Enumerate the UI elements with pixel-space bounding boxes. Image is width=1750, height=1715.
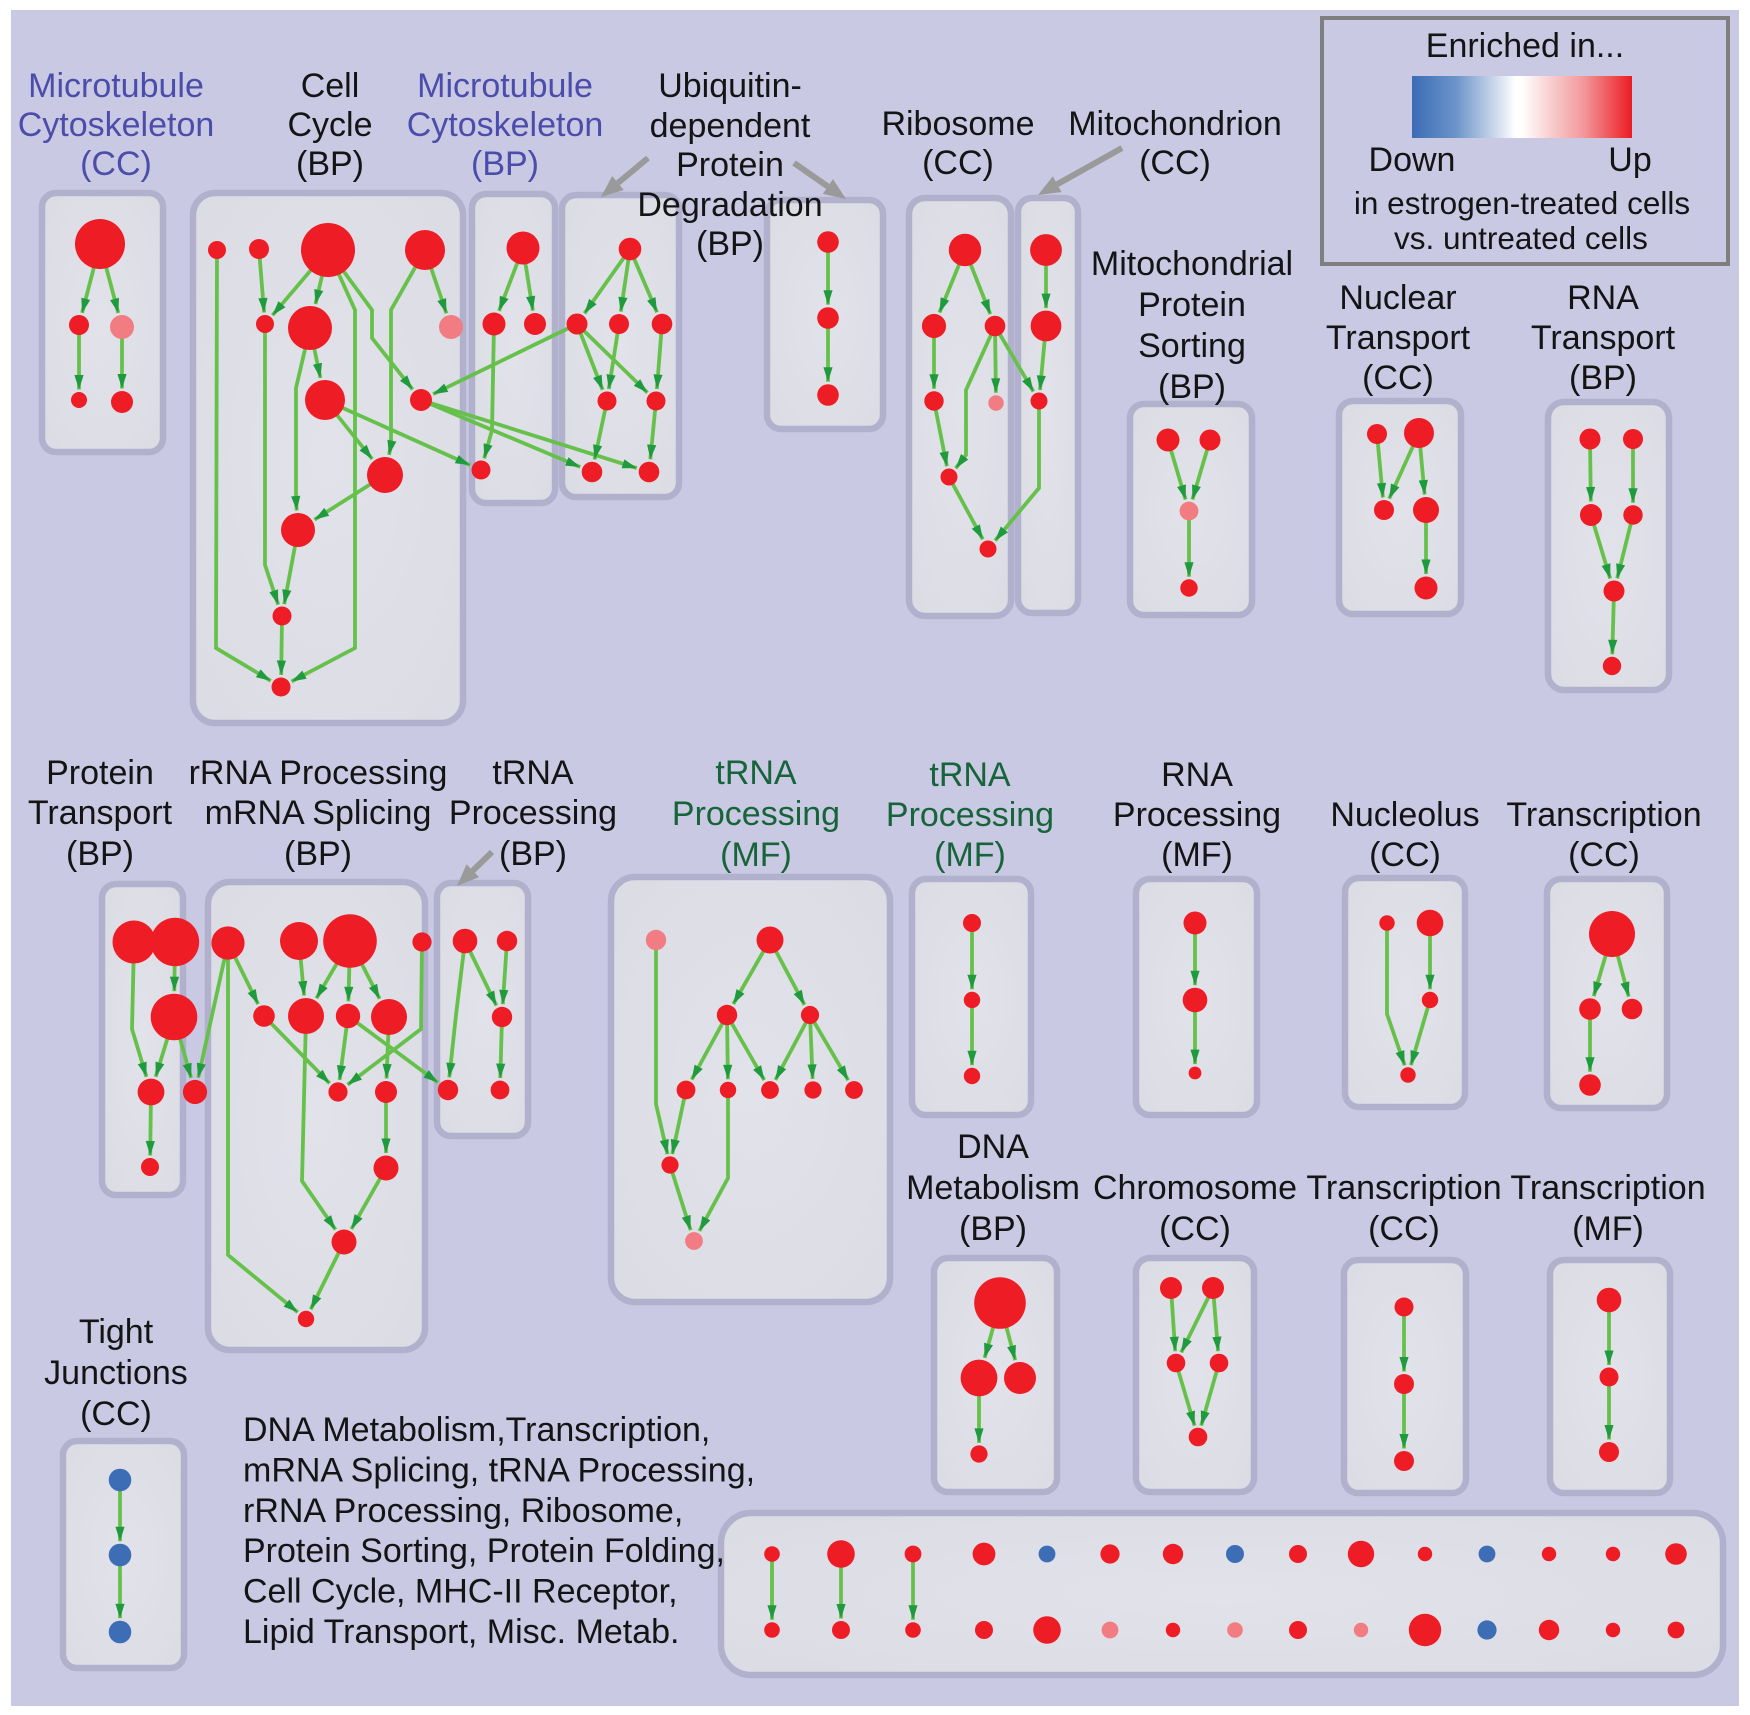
svg-text:Mitochondrial: Mitochondrial [1091,245,1293,283]
svg-text:Cell: Cell [301,67,360,105]
svg-text:DNA: DNA [957,1128,1029,1166]
svg-text:Enriched in...: Enriched in... [1426,27,1624,65]
svg-text:Processing: Processing [672,795,840,833]
svg-text:(BP): (BP) [284,835,352,873]
svg-text:Transcription: Transcription [1306,1169,1501,1207]
svg-text:(BP): (BP) [1158,368,1226,406]
svg-text:Transport: Transport [28,794,173,832]
svg-text:Protein: Protein [46,754,154,792]
svg-text:(MF): (MF) [1572,1210,1644,1248]
svg-text:(CC): (CC) [1369,836,1441,874]
svg-text:(CC): (CC) [80,145,152,183]
svg-text:tRNA: tRNA [715,754,797,792]
svg-text:(CC): (CC) [1362,359,1434,397]
svg-text:Sorting: Sorting [1138,327,1246,365]
svg-text:in estrogen-treated cells: in estrogen-treated cells [1354,185,1690,221]
svg-text:Transcription: Transcription [1510,1169,1705,1207]
svg-text:(BP): (BP) [499,835,567,873]
svg-text:(BP): (BP) [959,1210,1027,1248]
svg-text:(MF): (MF) [1161,836,1233,874]
svg-text:(CC): (CC) [1139,144,1211,182]
svg-text:Chromosome: Chromosome [1093,1169,1297,1207]
svg-text:Transport: Transport [1531,319,1676,357]
svg-text:Tight: Tight [79,1313,154,1351]
svg-text:rRNA Processing: rRNA Processing [189,754,448,792]
svg-text:Processing: Processing [886,796,1054,834]
svg-text:vs. untreated cells: vs. untreated cells [1394,220,1648,256]
svg-text:rRNA Processing, Ribosome,: rRNA Processing, Ribosome, [243,1492,683,1530]
svg-text:Ribosome: Ribosome [881,105,1034,143]
svg-text:RNA: RNA [1161,756,1233,794]
svg-text:(CC): (CC) [1568,836,1640,874]
svg-text:Processing: Processing [1113,796,1281,834]
svg-text:Cell Cycle, MHC-II Receptor,: Cell Cycle, MHC-II Receptor, [243,1573,678,1611]
svg-text:(CC): (CC) [1159,1210,1231,1248]
svg-text:(BP): (BP) [471,145,539,183]
svg-text:Cycle: Cycle [287,106,372,144]
svg-text:Cytoskeleton: Cytoskeleton [407,106,604,144]
svg-text:Transcription: Transcription [1506,796,1701,834]
svg-text:mRNA Splicing: mRNA Splicing [205,794,432,832]
svg-text:Ubiquitin-: Ubiquitin- [658,67,802,105]
svg-text:(BP): (BP) [296,145,364,183]
svg-text:mRNA Splicing, tRNA Processing: mRNA Splicing, tRNA Processing, [243,1451,755,1489]
svg-text:tRNA: tRNA [492,754,574,792]
svg-text:(CC): (CC) [1368,1210,1440,1248]
svg-text:Junctions: Junctions [44,1354,188,1392]
svg-text:Transport: Transport [1326,319,1471,357]
svg-text:Nuclear: Nuclear [1339,279,1456,317]
svg-text:DNA Metabolism,Transcription,: DNA Metabolism,Transcription, [243,1411,710,1449]
svg-text:RNA: RNA [1567,279,1639,317]
svg-text:Degradation: Degradation [637,186,822,224]
svg-text:Nucleolus: Nucleolus [1330,796,1479,834]
svg-text:(CC): (CC) [922,144,994,182]
svg-text:Microtubule: Microtubule [28,67,204,105]
svg-text:Protein: Protein [676,146,784,184]
svg-text:Down: Down [1369,141,1456,179]
svg-text:(BP): (BP) [1569,359,1637,397]
svg-text:Processing: Processing [449,794,617,832]
svg-text:(BP): (BP) [696,225,764,263]
svg-text:(BP): (BP) [66,835,134,873]
svg-text:Lipid Transport, Misc. Metab.: Lipid Transport, Misc. Metab. [243,1613,680,1651]
svg-text:Up: Up [1608,141,1651,179]
svg-text:dependent: dependent [650,107,811,145]
svg-text:Microtubule: Microtubule [417,67,593,105]
svg-text:(MF): (MF) [934,836,1006,874]
svg-text:(MF): (MF) [720,836,792,874]
svg-text:Protein Sorting, Protein Foldi: Protein Sorting, Protein Folding, [243,1532,725,1570]
svg-text:Metabolism: Metabolism [906,1169,1080,1207]
svg-text:tRNA: tRNA [929,756,1011,794]
svg-text:(CC): (CC) [80,1395,152,1433]
svg-text:Cytoskeleton: Cytoskeleton [18,106,215,144]
svg-text:Protein: Protein [1138,286,1246,324]
svg-text:Mitochondrion: Mitochondrion [1068,105,1282,143]
